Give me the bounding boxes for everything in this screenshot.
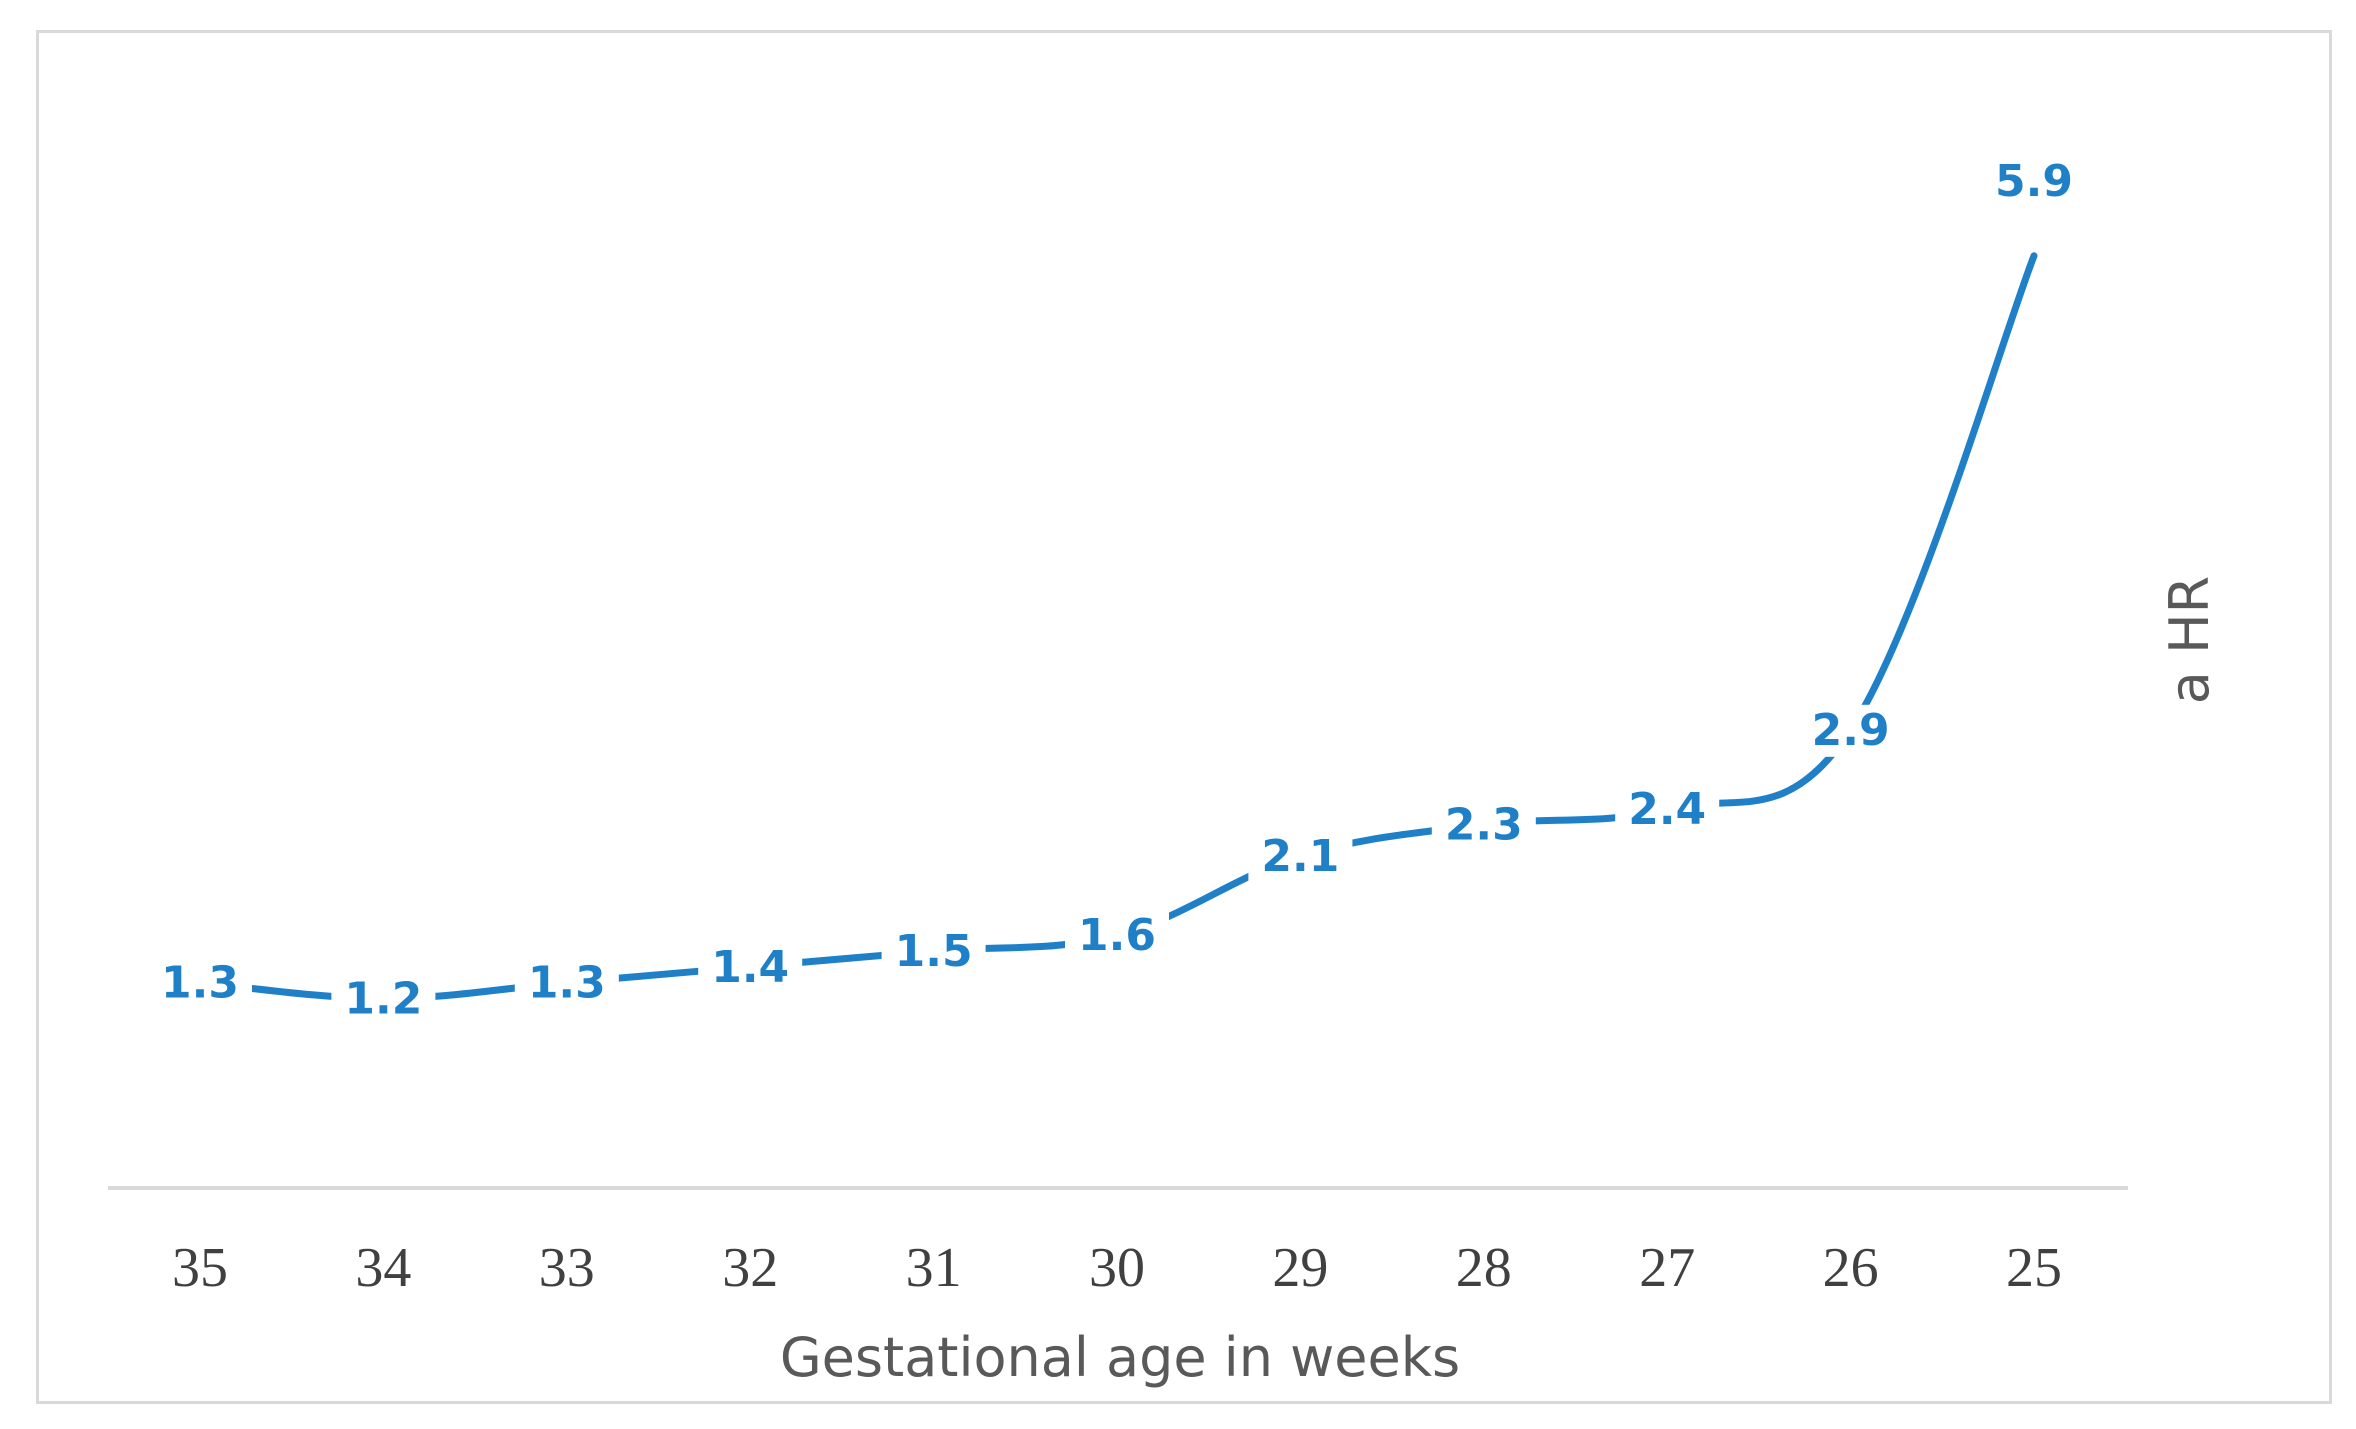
data-label: 1.3 xyxy=(161,958,239,1009)
data-label-point: 1.3 xyxy=(148,957,252,1010)
series-line-a-hr xyxy=(196,252,2038,1002)
data-label-point: 1.4 xyxy=(698,941,803,994)
x-tick-label: 30 xyxy=(1089,1237,1145,1299)
data-label: 2.1 xyxy=(1261,831,1339,882)
x-tick-label: 32 xyxy=(722,1237,778,1299)
x-tick-label: 33 xyxy=(539,1237,595,1299)
data-label-background xyxy=(331,973,436,1026)
data-label: 1.6 xyxy=(1078,910,1156,961)
data-label-point: 2.4 xyxy=(1615,783,1720,836)
x-tick-label: 34 xyxy=(355,1237,411,1299)
data-label-background xyxy=(698,941,803,994)
data-label-background xyxy=(1065,910,1169,963)
data-label: 2.9 xyxy=(1812,705,1890,756)
x-axis-ticks: 35 34 33 32 31 30 29 28 27 26 25 xyxy=(172,1237,2062,1299)
data-label: 5.9 xyxy=(1995,156,2073,207)
data-label-point: 5.9 xyxy=(1995,156,2073,207)
data-label: 2.4 xyxy=(1628,784,1706,835)
data-label: 1.3 xyxy=(528,958,606,1009)
data-label-point: 2.1 xyxy=(1248,831,1353,884)
data-label: 1.4 xyxy=(711,942,789,993)
data-label-point: 1.5 xyxy=(881,926,986,978)
data-label: 1.2 xyxy=(344,973,422,1024)
x-tick-label: 26 xyxy=(1823,1237,1879,1299)
data-label: 1.5 xyxy=(895,926,973,977)
data-label-background xyxy=(1248,831,1353,884)
data-label-background xyxy=(148,957,252,1010)
data-label-point: 2.9 xyxy=(1798,704,1903,757)
data-label-background xyxy=(1798,704,1903,757)
data-label-point: 1.2 xyxy=(331,973,436,1026)
data-label-background xyxy=(881,926,986,978)
data-label: 2.3 xyxy=(1445,800,1523,851)
data-labels: 1.3 1.2 1.3 1.4 1.5 1.6 2.1 2.3 2.4 2.9 5.9 xyxy=(148,156,2073,1026)
x-tick-label: 31 xyxy=(906,1237,962,1299)
x-tick-label: 27 xyxy=(1639,1237,1695,1299)
x-tick-label: 35 xyxy=(172,1237,228,1299)
y-axis-title: a HR xyxy=(2158,576,2221,704)
x-tick-label: 25 xyxy=(2006,1237,2062,1299)
data-label-point: 1.3 xyxy=(514,957,619,1010)
x-axis-title: Gestational age in weeks xyxy=(780,1326,1460,1389)
data-label-point: 1.6 xyxy=(1065,910,1169,963)
data-label-background xyxy=(1431,799,1536,852)
x-tick-label: 29 xyxy=(1272,1237,1328,1299)
data-label-background xyxy=(514,957,619,1010)
x-tick-label: 28 xyxy=(1456,1237,1512,1299)
data-label-background xyxy=(1615,783,1720,836)
data-label-point: 2.3 xyxy=(1431,799,1536,852)
chart-frame xyxy=(36,30,2332,1404)
